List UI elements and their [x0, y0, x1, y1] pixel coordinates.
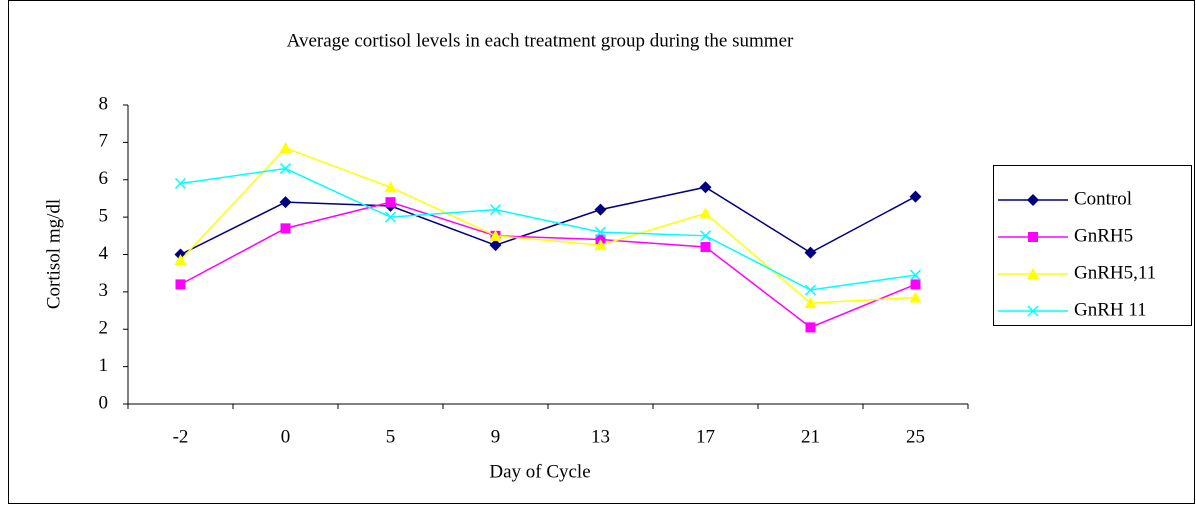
legend-label: GnRH 11: [1074, 299, 1147, 320]
marker: [910, 279, 921, 290]
marker: [700, 242, 711, 253]
y-tick-label: 1: [99, 355, 109, 376]
legend-label: GnRH5: [1074, 225, 1133, 246]
marker: [699, 230, 712, 242]
marker: [699, 181, 712, 194]
marker: [279, 141, 292, 153]
legend-marker: [1027, 268, 1039, 279]
marker: [489, 239, 502, 252]
marker: [594, 239, 607, 251]
legend-label: Control: [1074, 188, 1132, 209]
legend-label: GnRH5,11: [1074, 262, 1156, 283]
legend-marker: [1027, 305, 1039, 317]
series-line: [180, 201, 916, 329]
series-line: [180, 167, 916, 291]
marker: [909, 190, 922, 203]
y-tick-label: 8: [99, 93, 109, 114]
legend: [993, 165, 1192, 326]
marker: [174, 254, 187, 266]
marker: [384, 211, 397, 223]
chart-title: Average cortisol levels in each treatmen…: [287, 30, 794, 51]
y-tick-label: 4: [99, 243, 109, 264]
y-tick-label: 2: [99, 318, 109, 339]
x-tick-label: 0: [281, 426, 291, 447]
marker: [279, 196, 292, 209]
y-tick-label: 6: [99, 168, 109, 189]
x-tick-label: 25: [906, 426, 925, 447]
marker: [280, 223, 291, 234]
legend-marker: [1028, 232, 1038, 242]
y-tick-label: 0: [99, 392, 109, 413]
marker: [489, 229, 502, 241]
x-tick-label: 5: [386, 426, 396, 447]
x-axis-label: Day of Cycle: [489, 461, 590, 482]
marker: [804, 284, 817, 296]
marker: [804, 297, 817, 309]
x-tick-label: 13: [591, 426, 610, 447]
marker: [384, 181, 397, 193]
x-tick-label: 21: [801, 426, 820, 447]
marker: [385, 197, 396, 208]
marker: [174, 177, 187, 190]
marker: [804, 246, 817, 259]
marker: [909, 291, 922, 303]
marker: [699, 207, 712, 219]
x-tick-label: -2: [173, 426, 189, 447]
x-tick-label: 17: [696, 426, 715, 447]
marker: [805, 322, 816, 333]
y-tick-label: 7: [99, 131, 109, 152]
x-tick-label: 9: [491, 426, 501, 447]
series-line: [179, 147, 916, 304]
y-tick-label: 5: [99, 205, 109, 226]
y-tick-label: 3: [99, 280, 109, 301]
marker: [175, 279, 186, 290]
marker: [594, 203, 607, 216]
marker: [909, 269, 922, 281]
series-line: [180, 186, 916, 256]
y-axis-label: Cortisol mg/dl: [43, 199, 64, 309]
marker: [279, 163, 292, 175]
marker: [489, 204, 502, 216]
marker: [594, 226, 607, 238]
legend-marker: [1027, 194, 1039, 206]
